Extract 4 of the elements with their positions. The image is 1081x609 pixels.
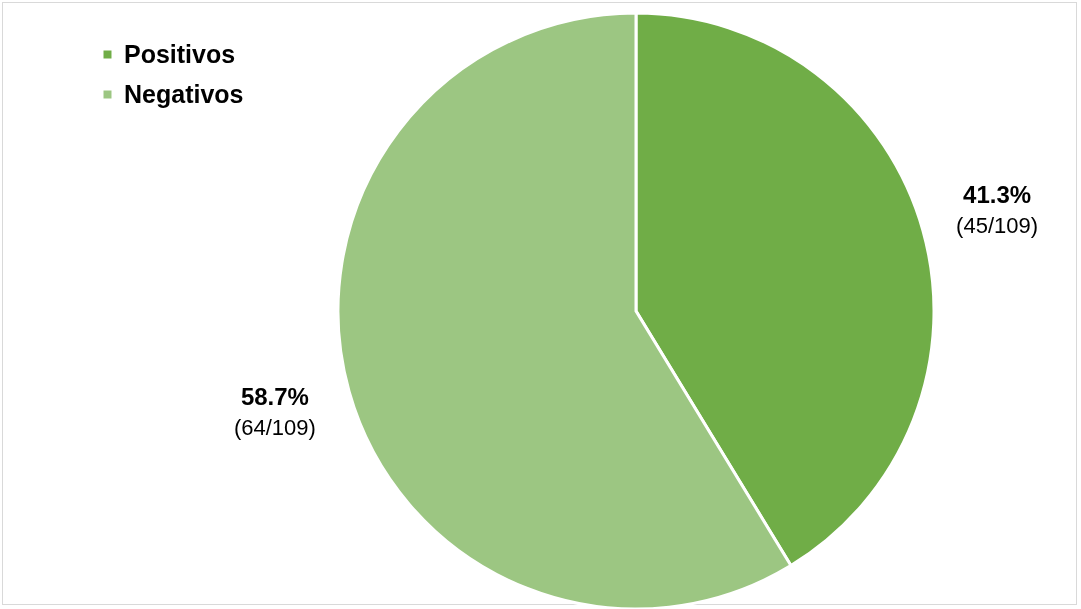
text: 58.7% (64/109) [233, 383, 316, 441]
legend-label: Positivos [124, 39, 236, 68]
legend-label: Negativos [124, 79, 244, 108]
text: 41.3% (45/109) [956, 180, 1039, 238]
